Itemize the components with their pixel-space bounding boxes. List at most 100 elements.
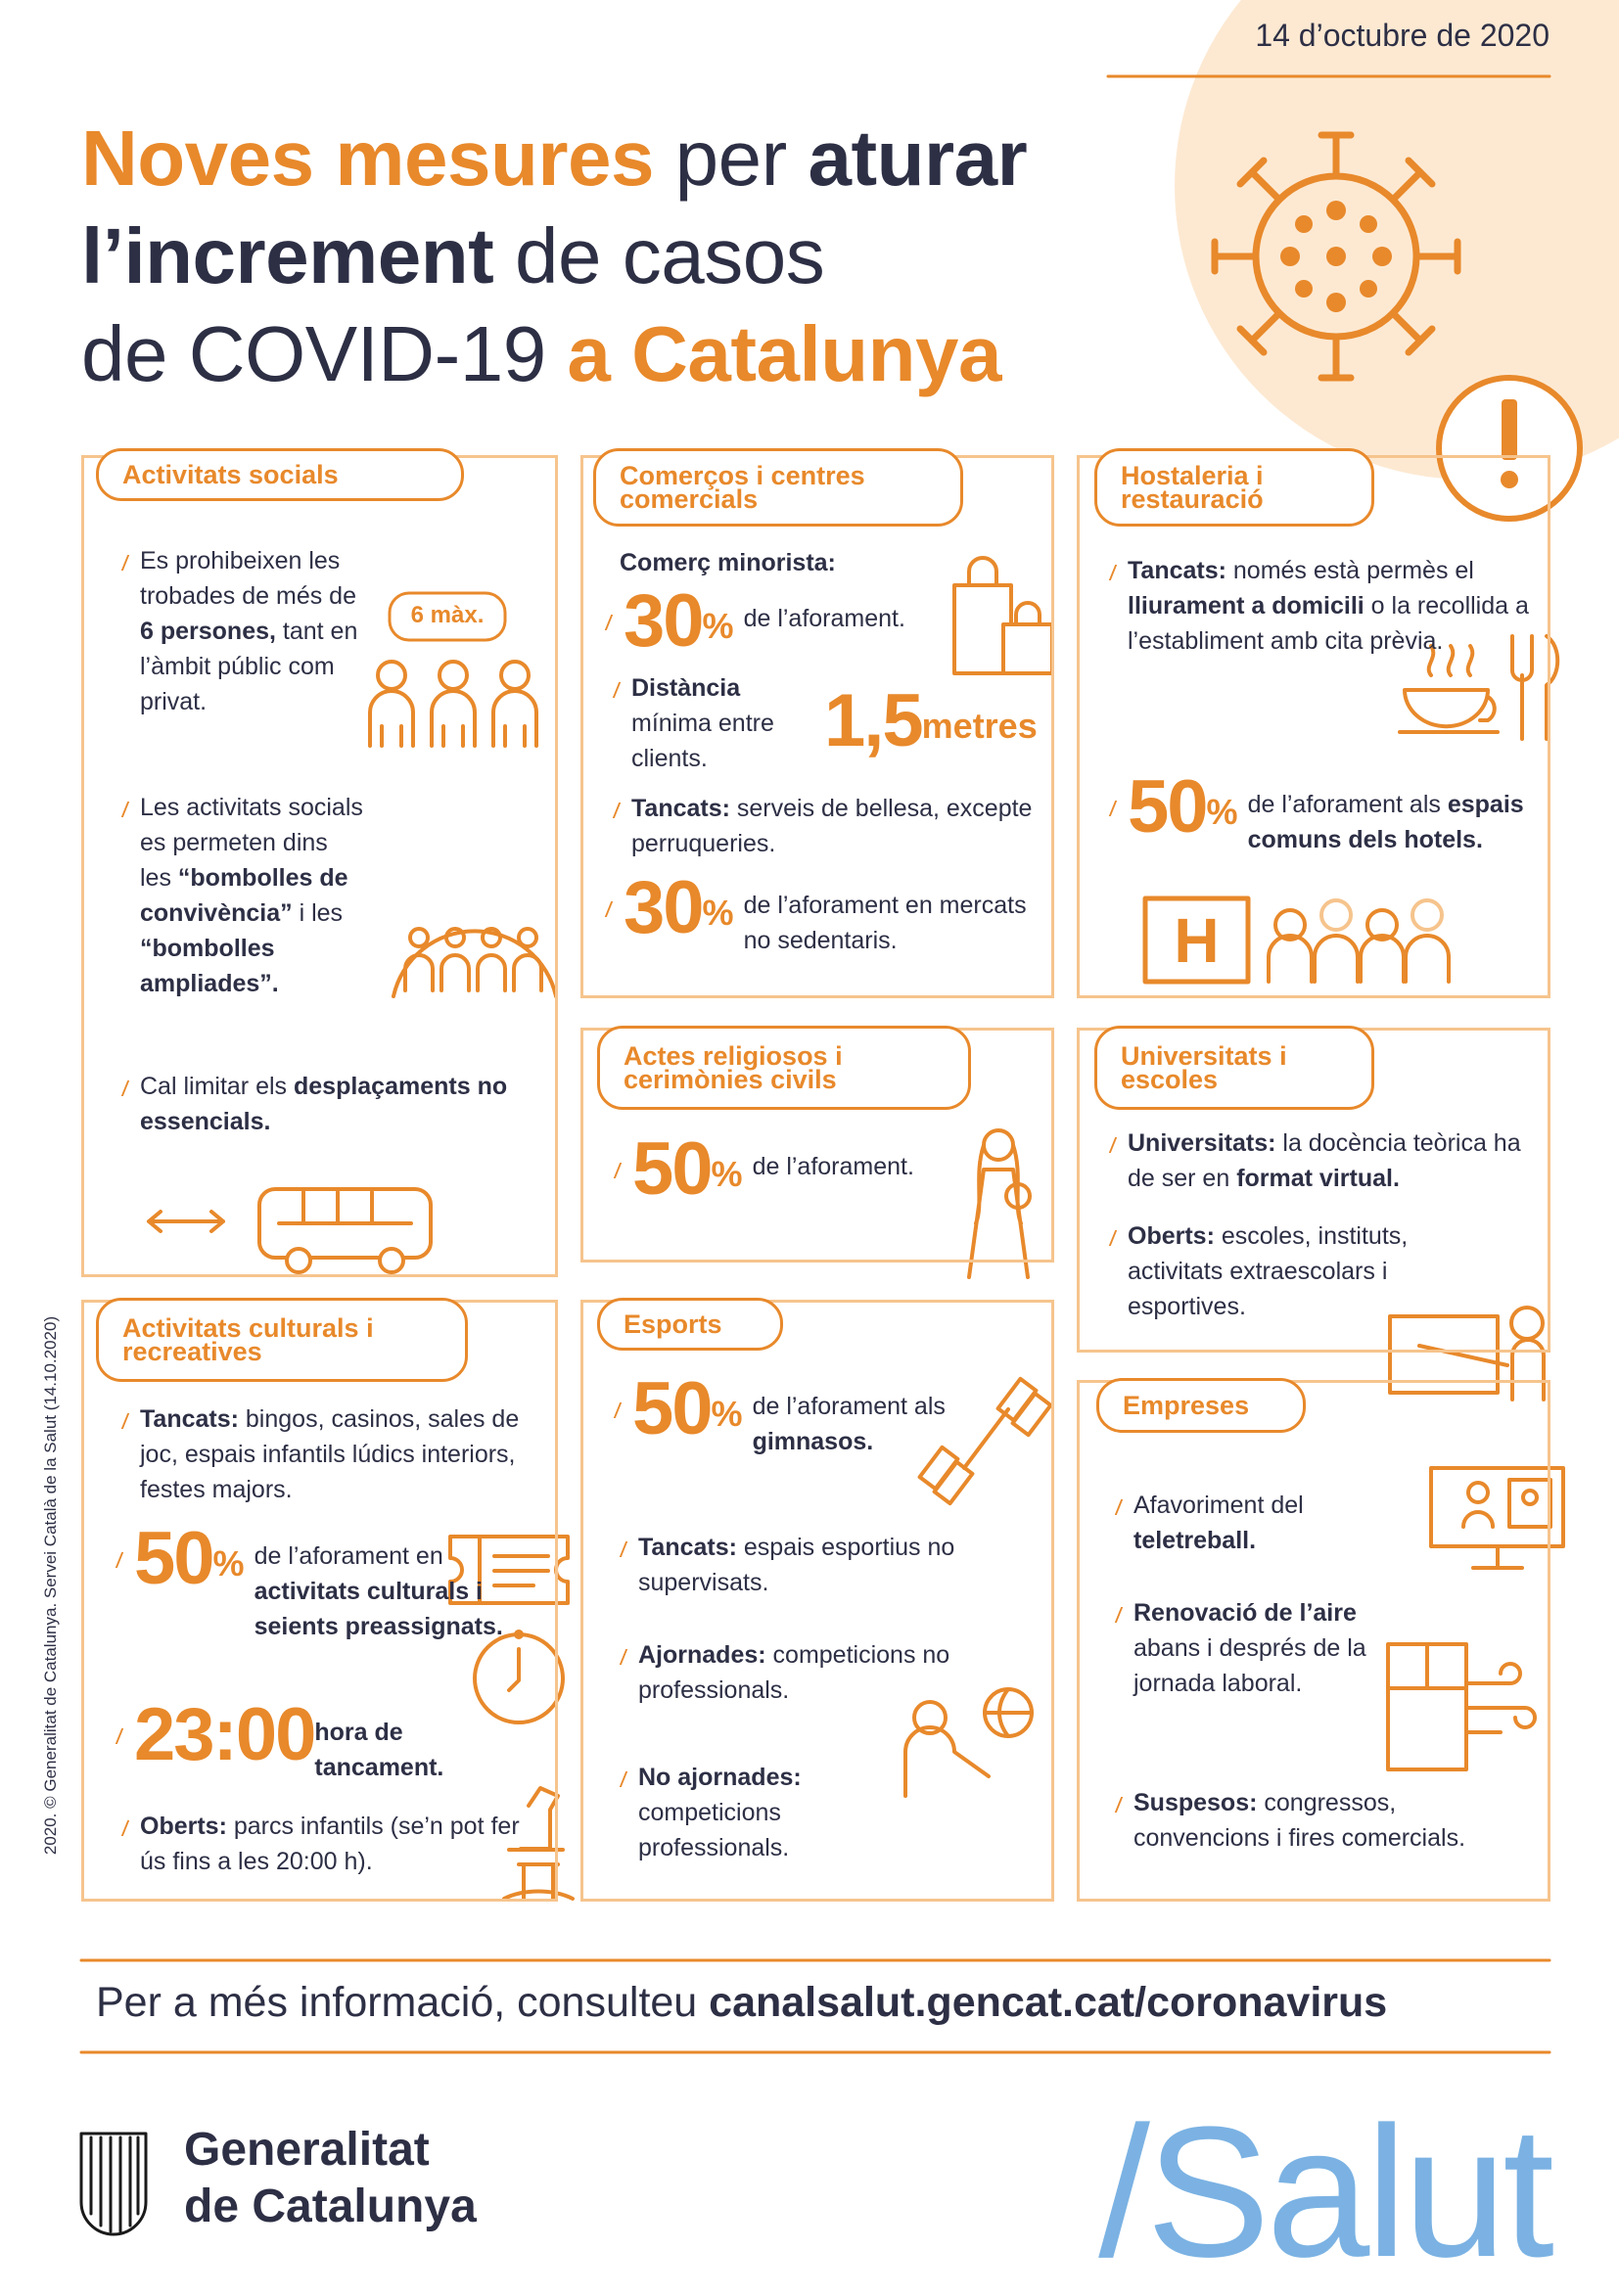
text-run: Cal limitar els	[140, 1073, 294, 1100]
section-title: Hostaleria i restauració	[1094, 448, 1374, 527]
stat-text: de l’aforament.	[753, 1149, 978, 1184]
bold-run: Suspesos:	[1133, 1789, 1258, 1816]
stat-text: de l’aforament.	[744, 601, 940, 636]
gym-icon	[917, 1376, 1053, 1506]
text-run: la docència teòrica ha de ser en	[1128, 1129, 1528, 1192]
date: 14 d’octubre de 2020	[1255, 18, 1550, 53]
ceremony-icon	[967, 1128, 1032, 1279]
stat-text: de l’aforament als espais comuns dels ho…	[1248, 787, 1619, 857]
bold-run: Ajornades:	[638, 1641, 766, 1669]
stat-unit: %	[702, 893, 734, 933]
title-line: Noves mesures per aturar	[81, 110, 1028, 207]
footer-text: Per a més informació, consulteu canalsal…	[96, 1979, 1387, 2027]
section-title: Comerços i centres comercials	[593, 448, 963, 527]
text-run: Afavoriment del	[1133, 1492, 1311, 1519]
item-text: Tancats: bingos, casinos, sales de joc, …	[140, 1401, 532, 1507]
text-run: serveis de bellesa, excepte perruqueries…	[631, 795, 1040, 857]
section-title: Empreses	[1096, 1378, 1306, 1433]
stat-item: 23:00 hora de tancament.	[134, 1698, 490, 1785]
stat-text: de l’aforament en mercats no sedentaris.	[744, 888, 1028, 958]
title-run: de casos	[493, 212, 825, 299]
section-title: Actes religiosos i cerimònies civils	[597, 1026, 971, 1110]
stat-value: 50	[1128, 765, 1209, 849]
shopping-icon	[952, 556, 1054, 675]
bold-run: Universitats:	[1128, 1129, 1276, 1157]
stat-value: 50	[632, 1127, 714, 1211]
stat-value: 30	[624, 579, 705, 663]
stat-unit: %	[711, 1154, 743, 1194]
item-text: Oberts: parcs infantils (se’n pot fer ús…	[140, 1809, 532, 1879]
bold-run: lliurament a domicili	[1128, 592, 1365, 620]
logo-emblem	[79, 2132, 148, 2236]
bold-run: teletreball.	[1133, 1527, 1257, 1554]
text-run: de l’aforament en	[254, 1542, 450, 1570]
bold-run: espais comuns dels hotels.	[1247, 791, 1531, 853]
bold-run: “bombolles de convivència”	[140, 864, 355, 927]
title-line: de COVID-19 a Catalunya	[81, 305, 1001, 403]
credit: 2020. © Generalitat de Catalunya. Servei…	[41, 1315, 60, 1856]
item-text: Es prohibeixen les trobades de més de 6 …	[140, 543, 370, 719]
stat-item: 30% de l’aforament en mercats no sedentar…	[624, 871, 1028, 958]
title-run: Noves mesures	[81, 115, 654, 202]
stat-item: 50% de l’aforament en activitats cultural…	[134, 1517, 548, 1644]
stat-unit: %	[711, 1394, 743, 1434]
item-text: Distància mínima entre clients.	[631, 670, 808, 776]
section-box	[580, 1300, 1054, 1902]
text-run: de l’aforament.	[743, 605, 905, 632]
bold-run: Oberts:	[1128, 1222, 1215, 1250]
stat-item: 30% de l’aforament.	[624, 579, 940, 663]
bold-run: hora de tancament.	[314, 1719, 444, 1781]
bold-run: Oberts:	[140, 1813, 227, 1840]
stat-unit: %	[702, 606, 734, 646]
virus-icon	[1211, 131, 1461, 382]
bus-icon	[147, 1187, 433, 1274]
section-title: Activitats socials	[96, 448, 464, 501]
stat-text: hora de tancament.	[314, 1715, 490, 1785]
text-run: parcs infantils (se’n pot fer ús fins a …	[140, 1813, 527, 1875]
stat-item: 50% de l’aforament.	[632, 1127, 978, 1211]
item-text: No ajornades: competicions professionals…	[638, 1760, 863, 1865]
bold-run: Tancats:	[638, 1534, 737, 1561]
bold-run: canalsalut.gencat.cat/coronavirus	[709, 1979, 1388, 2026]
bold-run: activitats culturals i seients preassign…	[254, 1578, 503, 1640]
logo-text: Generalitat	[184, 2124, 430, 2176]
text-run: de l’aforament als	[1247, 791, 1448, 818]
stat-item: 50% de l’aforament als gimnasos.	[632, 1367, 948, 1459]
stat-value: 50	[632, 1367, 714, 1450]
bold-run: format virtual.	[1236, 1165, 1400, 1192]
text-run: congressos, convencions i fires comercia…	[1133, 1789, 1466, 1852]
item-text: Oberts: escoles, instituts, activitats e…	[1128, 1218, 1480, 1324]
stat-text: de l’aforament en activitats culturals i…	[254, 1538, 548, 1644]
title-run: aturar	[808, 115, 1028, 202]
stat-unit: metres	[921, 706, 1038, 746]
text-run: bingos, casinos, sales de joc, espais in…	[140, 1405, 527, 1503]
people-icon	[368, 591, 538, 748]
bold-run: Tancats:	[140, 1405, 239, 1433]
stat-item: 1,5 metres	[824, 684, 1047, 758]
text-run: i les	[292, 899, 349, 927]
section-box	[1077, 1380, 1550, 1902]
text-run: tant en l’àmbit públic com privat.	[140, 618, 365, 715]
text-run: mínima entre clients.	[631, 674, 781, 772]
item-heading: Comerç minorista:	[620, 549, 836, 576]
warning-icon	[1436, 375, 1583, 522]
item-text: Renovació de l’aire abans i després de l…	[1133, 1595, 1388, 1701]
badge: 6 màx.	[410, 602, 485, 628]
text-run: Les activitats socials es permeten dins …	[140, 794, 370, 892]
title-run: l’increment	[81, 212, 494, 299]
item-text: Ajornades: competicions no professionals…	[638, 1637, 1010, 1708]
title-run: de COVID-19	[81, 310, 568, 397]
hotel-icon	[1142, 895, 1451, 985]
text-run: o la recollida a l’establiment amb cita …	[1128, 592, 1536, 655]
title-line: l’increment de casos	[81, 207, 825, 305]
stat-item: 50% de l’aforament als espais comuns dels…	[1128, 765, 1619, 857]
text-run: només està permès el	[1226, 557, 1481, 584]
bold-run: No ajornades:	[638, 1764, 802, 1791]
hotel-sign: H	[1174, 905, 1220, 976]
text-run: escoles, instituts, activitats extraesco…	[1128, 1222, 1415, 1320]
item-text: Afavoriment del teletreball.	[1133, 1488, 1349, 1558]
stat-value: 50	[134, 1517, 215, 1600]
stat-unit: %	[1206, 792, 1238, 832]
bold-run: “bombolles ampliades”.	[140, 935, 282, 997]
